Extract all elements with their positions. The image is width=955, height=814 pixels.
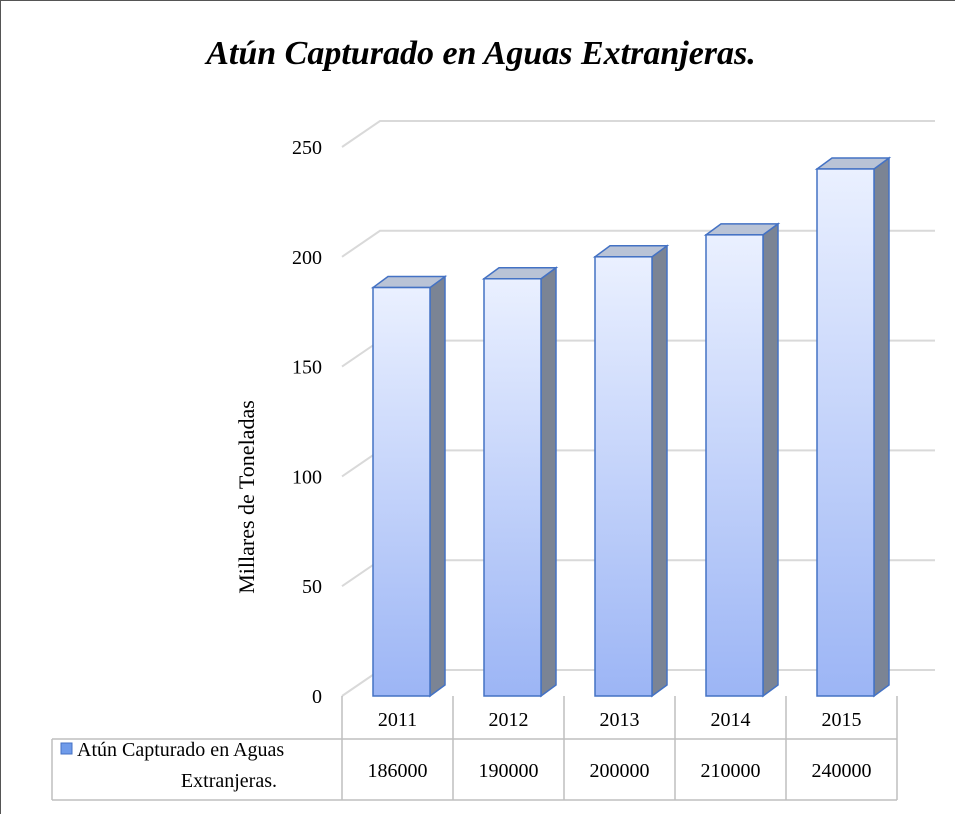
y-tick-label: 200 [292,247,322,269]
x-tick-label: 2015 [822,709,862,731]
y-axis-title: Millares de Toneladas [234,400,259,594]
x-tick-label: 2013 [600,709,640,731]
table-value-cell: 210000 [701,760,761,782]
data-table: 2011 2012 2013 2014 2015 186000 190000 200000 21… [51,696,898,801]
chart-title: Atún Capturado en Aguas Extranjeras. [204,35,756,72]
bar-front [372,286,431,697]
table-value-cell: 190000 [479,760,539,782]
y-tick-label: 0 [312,686,322,708]
bar [592,244,670,698]
bar-front [483,278,542,697]
bar-front [816,168,875,697]
bar-side [429,275,446,698]
bar-front [594,256,653,697]
y-tick-label: 50 [302,576,322,598]
bars [370,156,892,698]
legend-key [60,742,73,755]
y-axis-ticks: 0 50 100 150 200 250 [292,137,322,708]
bar-side [651,244,668,698]
x-tick-label: 2014 [711,709,751,731]
bar [481,266,559,698]
bar-side [762,222,779,698]
bar-side [540,266,557,698]
x-tick-label: 2011 [378,709,417,731]
y-tick-label: 250 [292,137,322,159]
gridline [341,120,935,148]
table-value-cell: 240000 [812,760,872,782]
legend-label: Atún Capturado en Aguas [77,739,284,761]
bar-side [873,156,890,698]
legend-label: Extranjeras. [181,770,277,792]
y-tick-label: 100 [292,466,322,488]
x-tick-label: 2012 [489,709,529,731]
bar [703,222,781,698]
table-value-cell: 200000 [590,760,650,782]
bar [814,156,892,698]
bar-front [705,234,764,697]
y-tick-label: 150 [292,357,322,379]
table-value-cell: 186000 [368,760,428,782]
bar [370,275,448,698]
